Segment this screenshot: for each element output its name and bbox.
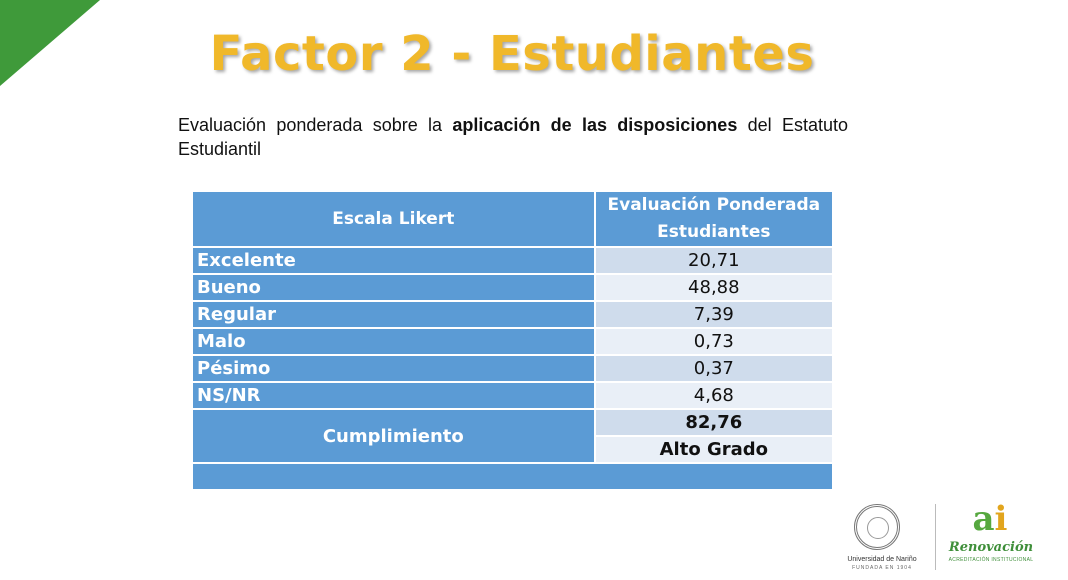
corner-decoration <box>0 0 100 86</box>
likert-table: Escala Likert Evaluación Ponderada Estudi… <box>191 190 835 491</box>
row-label: Pésimo <box>191 354 596 383</box>
university-founded: FUNDADA EN 1904 <box>852 565 912 571</box>
header-evaluacion-ponderada: Evaluación Ponderada Estudiantes <box>593 190 835 248</box>
ai-logo-i: i <box>994 499 1008 539</box>
row-value: 0,37 <box>593 354 835 383</box>
table-row: Pésimo 0,37 <box>191 354 835 383</box>
university-seal-icon <box>854 504 900 550</box>
table-footer-row <box>191 462 834 491</box>
cumplimiento-value: 82,76 <box>593 408 835 437</box>
ai-logo-a: a <box>972 499 995 539</box>
table-footer <box>191 462 834 491</box>
intro-part2: del Estatuto Estudiantil <box>178 115 848 159</box>
header-eval-line1: Evaluación Ponderada <box>607 195 821 215</box>
row-value: 48,88 <box>593 273 835 302</box>
intro-part1: Evaluación ponderada sobre la <box>178 115 453 135</box>
header-escala-likert: Escala Likert <box>191 190 596 248</box>
table-row: Regular 7,39 <box>191 300 835 329</box>
slide-title: Factor 2 - Estudiantes <box>209 26 815 82</box>
row-value: 4,68 <box>593 381 835 410</box>
row-label: NS/NR <box>191 381 596 410</box>
row-value: 0,73 <box>593 327 835 356</box>
ai-logo: ai <box>950 500 1030 538</box>
row-value: 20,71 <box>593 246 835 275</box>
logo-divider <box>935 504 936 570</box>
cumplimiento-label: Cumplimiento <box>191 408 596 464</box>
university-name: Universidad de Nariño <box>847 556 917 563</box>
table-row: NS/NR 4,68 <box>191 381 835 410</box>
row-label: Malo <box>191 327 596 356</box>
table-row: Malo 0,73 <box>191 327 835 356</box>
row-label: Bueno <box>191 273 596 302</box>
logos-area: Universidad de Nariño FUNDADA EN 1904 ai… <box>842 500 1042 576</box>
row-label: Excelente <box>191 246 596 275</box>
intro-text: Evaluación ponderada sobre la aplicación… <box>178 113 848 161</box>
cumplimiento-grade: Alto Grado <box>593 435 835 464</box>
row-value: 7,39 <box>593 300 835 329</box>
cumplimiento-row: Cumplimiento 82,76 <box>191 408 835 464</box>
table-row: Bueno 48,88 <box>191 273 835 302</box>
cumplimiento-grade-row: Alto Grado <box>192 435 835 464</box>
table-header-row: Escala Likert Evaluación Ponderada Estudi… <box>191 190 835 248</box>
header-eval-line2: Estudiantes <box>657 222 771 242</box>
intro-bold: aplicación de las disposiciones <box>452 115 738 135</box>
renovacion-text: Renovación <box>948 540 1034 555</box>
row-label: Regular <box>191 300 596 329</box>
acreditacion-text: ACREDITACIÓN INSTITUCIONAL <box>948 557 1034 563</box>
table-row: Excelente 20,71 <box>191 246 835 275</box>
